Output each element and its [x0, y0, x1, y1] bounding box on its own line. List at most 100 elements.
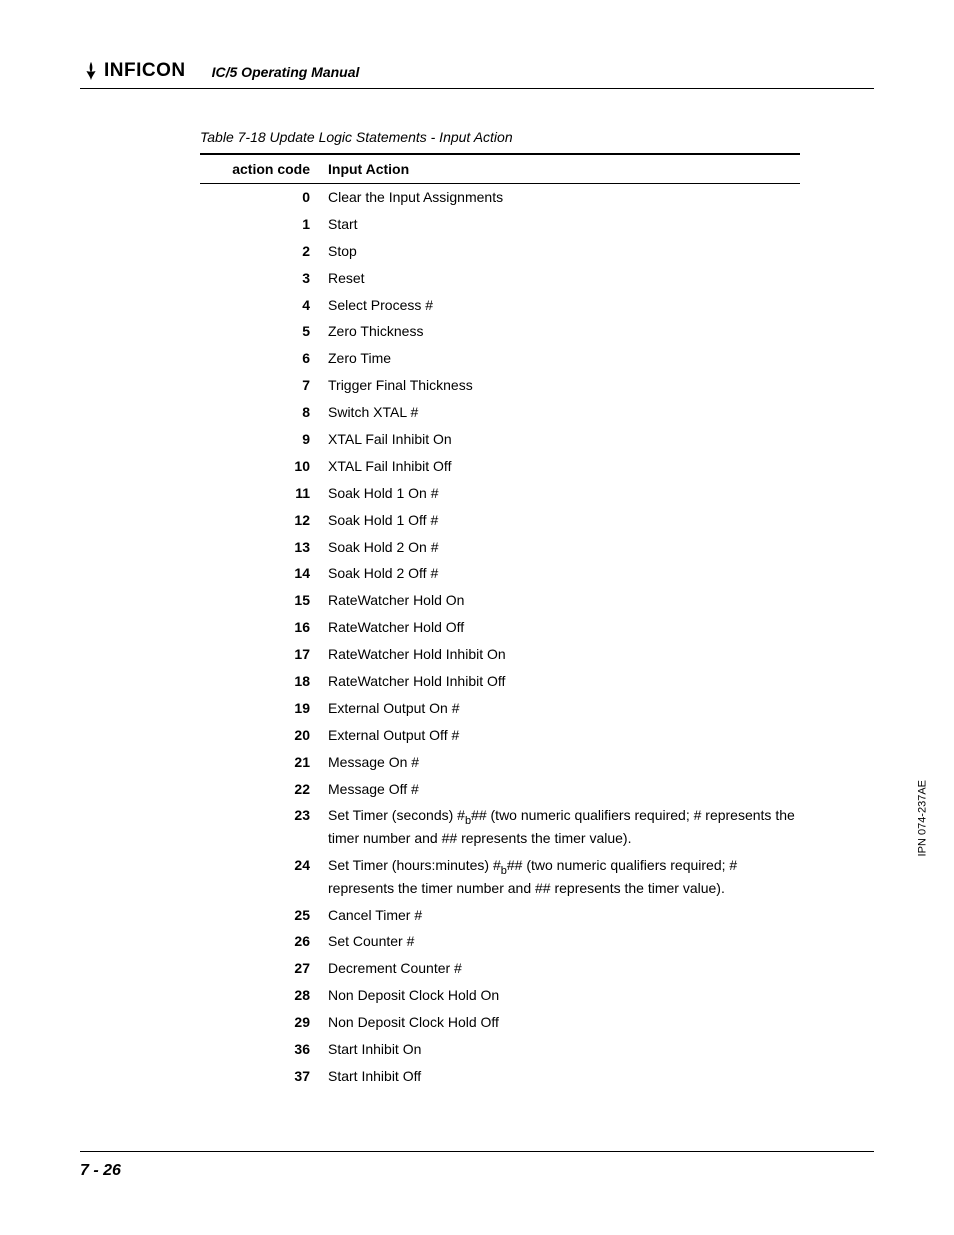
action-description-cell: RateWatcher Hold Inhibit On: [328, 641, 800, 668]
table-row: 11Soak Hold 1 On #: [200, 480, 800, 507]
table-row: 9XTAL Fail Inhibit On: [200, 426, 800, 453]
action-code-cell: 25: [200, 902, 328, 929]
action-code-cell: 0: [200, 184, 328, 211]
action-code-cell: 1: [200, 211, 328, 238]
action-description-cell: Soak Hold 1 On #: [328, 480, 800, 507]
table-row: 16RateWatcher Hold Off: [200, 614, 800, 641]
action-description-cell: Decrement Counter #: [328, 955, 800, 982]
manual-title: IC/5 Operating Manual: [212, 64, 360, 82]
action-description-cell: External Output On #: [328, 695, 800, 722]
action-code-cell: 6: [200, 345, 328, 372]
table-row: 26Set Counter #: [200, 928, 800, 955]
side-label: IPN 074-237AE: [916, 780, 928, 856]
action-code-cell: 19: [200, 695, 328, 722]
action-description-cell: Zero Time: [328, 345, 800, 372]
action-description-cell: Select Process #: [328, 292, 800, 319]
table-row: 17RateWatcher Hold Inhibit On: [200, 641, 800, 668]
action-code-cell: 17: [200, 641, 328, 668]
action-description-cell: XTAL Fail Inhibit On: [328, 426, 800, 453]
action-code-cell: 16: [200, 614, 328, 641]
page-header: INFICON IC/5 Operating Manual: [80, 60, 874, 89]
table-caption: Table 7-18 Update Logic Statements - Inp…: [200, 129, 800, 145]
action-description-cell: Set Counter #: [328, 928, 800, 955]
action-code-cell: 28: [200, 982, 328, 1009]
table-row: 10XTAL Fail Inhibit Off: [200, 453, 800, 480]
table-row: 27Decrement Counter #: [200, 955, 800, 982]
table-row: 7Trigger Final Thickness: [200, 372, 800, 399]
table-row: 23Set Timer (seconds) #b## (two numeric …: [200, 802, 800, 852]
table-row: 0Clear the Input Assignments: [200, 184, 800, 211]
page-number: 7 - 26: [80, 1162, 121, 1179]
action-code-cell: 22: [200, 776, 328, 803]
brand-logo: INFICON: [80, 60, 186, 82]
action-code-cell: 7: [200, 372, 328, 399]
col-header-code: action code: [200, 154, 328, 184]
action-code-cell: 24: [200, 852, 328, 902]
table-row: 5Zero Thickness: [200, 318, 800, 345]
action-description-cell: Reset: [328, 265, 800, 292]
brand-name: INFICON: [104, 60, 186, 82]
table-row: 36Start Inhibit On: [200, 1036, 800, 1063]
action-code-cell: 36: [200, 1036, 328, 1063]
col-header-action: Input Action: [328, 154, 800, 184]
action-code-cell: 29: [200, 1009, 328, 1036]
action-description-cell: Soak Hold 1 Off #: [328, 507, 800, 534]
action-description-cell: Start: [328, 211, 800, 238]
action-description-cell: Cancel Timer #: [328, 902, 800, 929]
action-code-cell: 10: [200, 453, 328, 480]
table-row: 12Soak Hold 1 Off #: [200, 507, 800, 534]
action-code-cell: 11: [200, 480, 328, 507]
action-description-cell: Stop: [328, 238, 800, 265]
table-row: 14Soak Hold 2 Off #: [200, 560, 800, 587]
table-row: 8Switch XTAL #: [200, 399, 800, 426]
action-description-cell: XTAL Fail Inhibit Off: [328, 453, 800, 480]
action-code-cell: 23: [200, 802, 328, 852]
table-row: 21Message On #: [200, 749, 800, 776]
action-description-cell: RateWatcher Hold On: [328, 587, 800, 614]
action-code-cell: 15: [200, 587, 328, 614]
action-description-cell: Set Timer (hours:minutes) #b## (two nume…: [328, 852, 800, 902]
action-description-cell: External Output Off #: [328, 722, 800, 749]
action-code-cell: 20: [200, 722, 328, 749]
table-row: 28Non Deposit Clock Hold On: [200, 982, 800, 1009]
table-row: 18RateWatcher Hold Inhibit Off: [200, 668, 800, 695]
action-description-cell: Switch XTAL #: [328, 399, 800, 426]
action-code-cell: 12: [200, 507, 328, 534]
table-row: 37Start Inhibit Off: [200, 1063, 800, 1090]
action-description-cell: RateWatcher Hold Off: [328, 614, 800, 641]
action-description-cell: Soak Hold 2 Off #: [328, 560, 800, 587]
table-row: 20External Output Off #: [200, 722, 800, 749]
action-code-cell: 26: [200, 928, 328, 955]
action-description-cell: Start Inhibit Off: [328, 1063, 800, 1090]
action-code-cell: 13: [200, 534, 328, 561]
action-code-cell: 37: [200, 1063, 328, 1090]
action-description-cell: Set Timer (seconds) #b## (two numeric qu…: [328, 802, 800, 852]
table-row: 19External Output On #: [200, 695, 800, 722]
inficon-icon: [80, 60, 102, 82]
content-area: Table 7-18 Update Logic Statements - Inp…: [200, 129, 800, 1090]
action-description-cell: Non Deposit Clock Hold On: [328, 982, 800, 1009]
table-row: 25Cancel Timer #: [200, 902, 800, 929]
table-row: 2Stop: [200, 238, 800, 265]
action-code-cell: 27: [200, 955, 328, 982]
table-row: 13Soak Hold 2 On #: [200, 534, 800, 561]
action-code-cell: 18: [200, 668, 328, 695]
page: INFICON IC/5 Operating Manual Table 7-18…: [0, 0, 954, 1235]
action-description-cell: Clear the Input Assignments: [328, 184, 800, 211]
action-code-cell: 9: [200, 426, 328, 453]
table-row: 24Set Timer (hours:minutes) #b## (two nu…: [200, 852, 800, 902]
action-description-cell: Message On #: [328, 749, 800, 776]
action-code-cell: 3: [200, 265, 328, 292]
action-code-cell: 4: [200, 292, 328, 319]
table-row: 6Zero Time: [200, 345, 800, 372]
action-description-cell: Soak Hold 2 On #: [328, 534, 800, 561]
table-row: 29Non Deposit Clock Hold Off: [200, 1009, 800, 1036]
action-code-table: action code Input Action 0Clear the Inpu…: [200, 153, 800, 1090]
action-code-cell: 2: [200, 238, 328, 265]
action-description-cell: RateWatcher Hold Inhibit Off: [328, 668, 800, 695]
action-code-cell: 14: [200, 560, 328, 587]
action-description-cell: Non Deposit Clock Hold Off: [328, 1009, 800, 1036]
table-row: 3Reset: [200, 265, 800, 292]
action-code-cell: 5: [200, 318, 328, 345]
action-description-cell: Trigger Final Thickness: [328, 372, 800, 399]
